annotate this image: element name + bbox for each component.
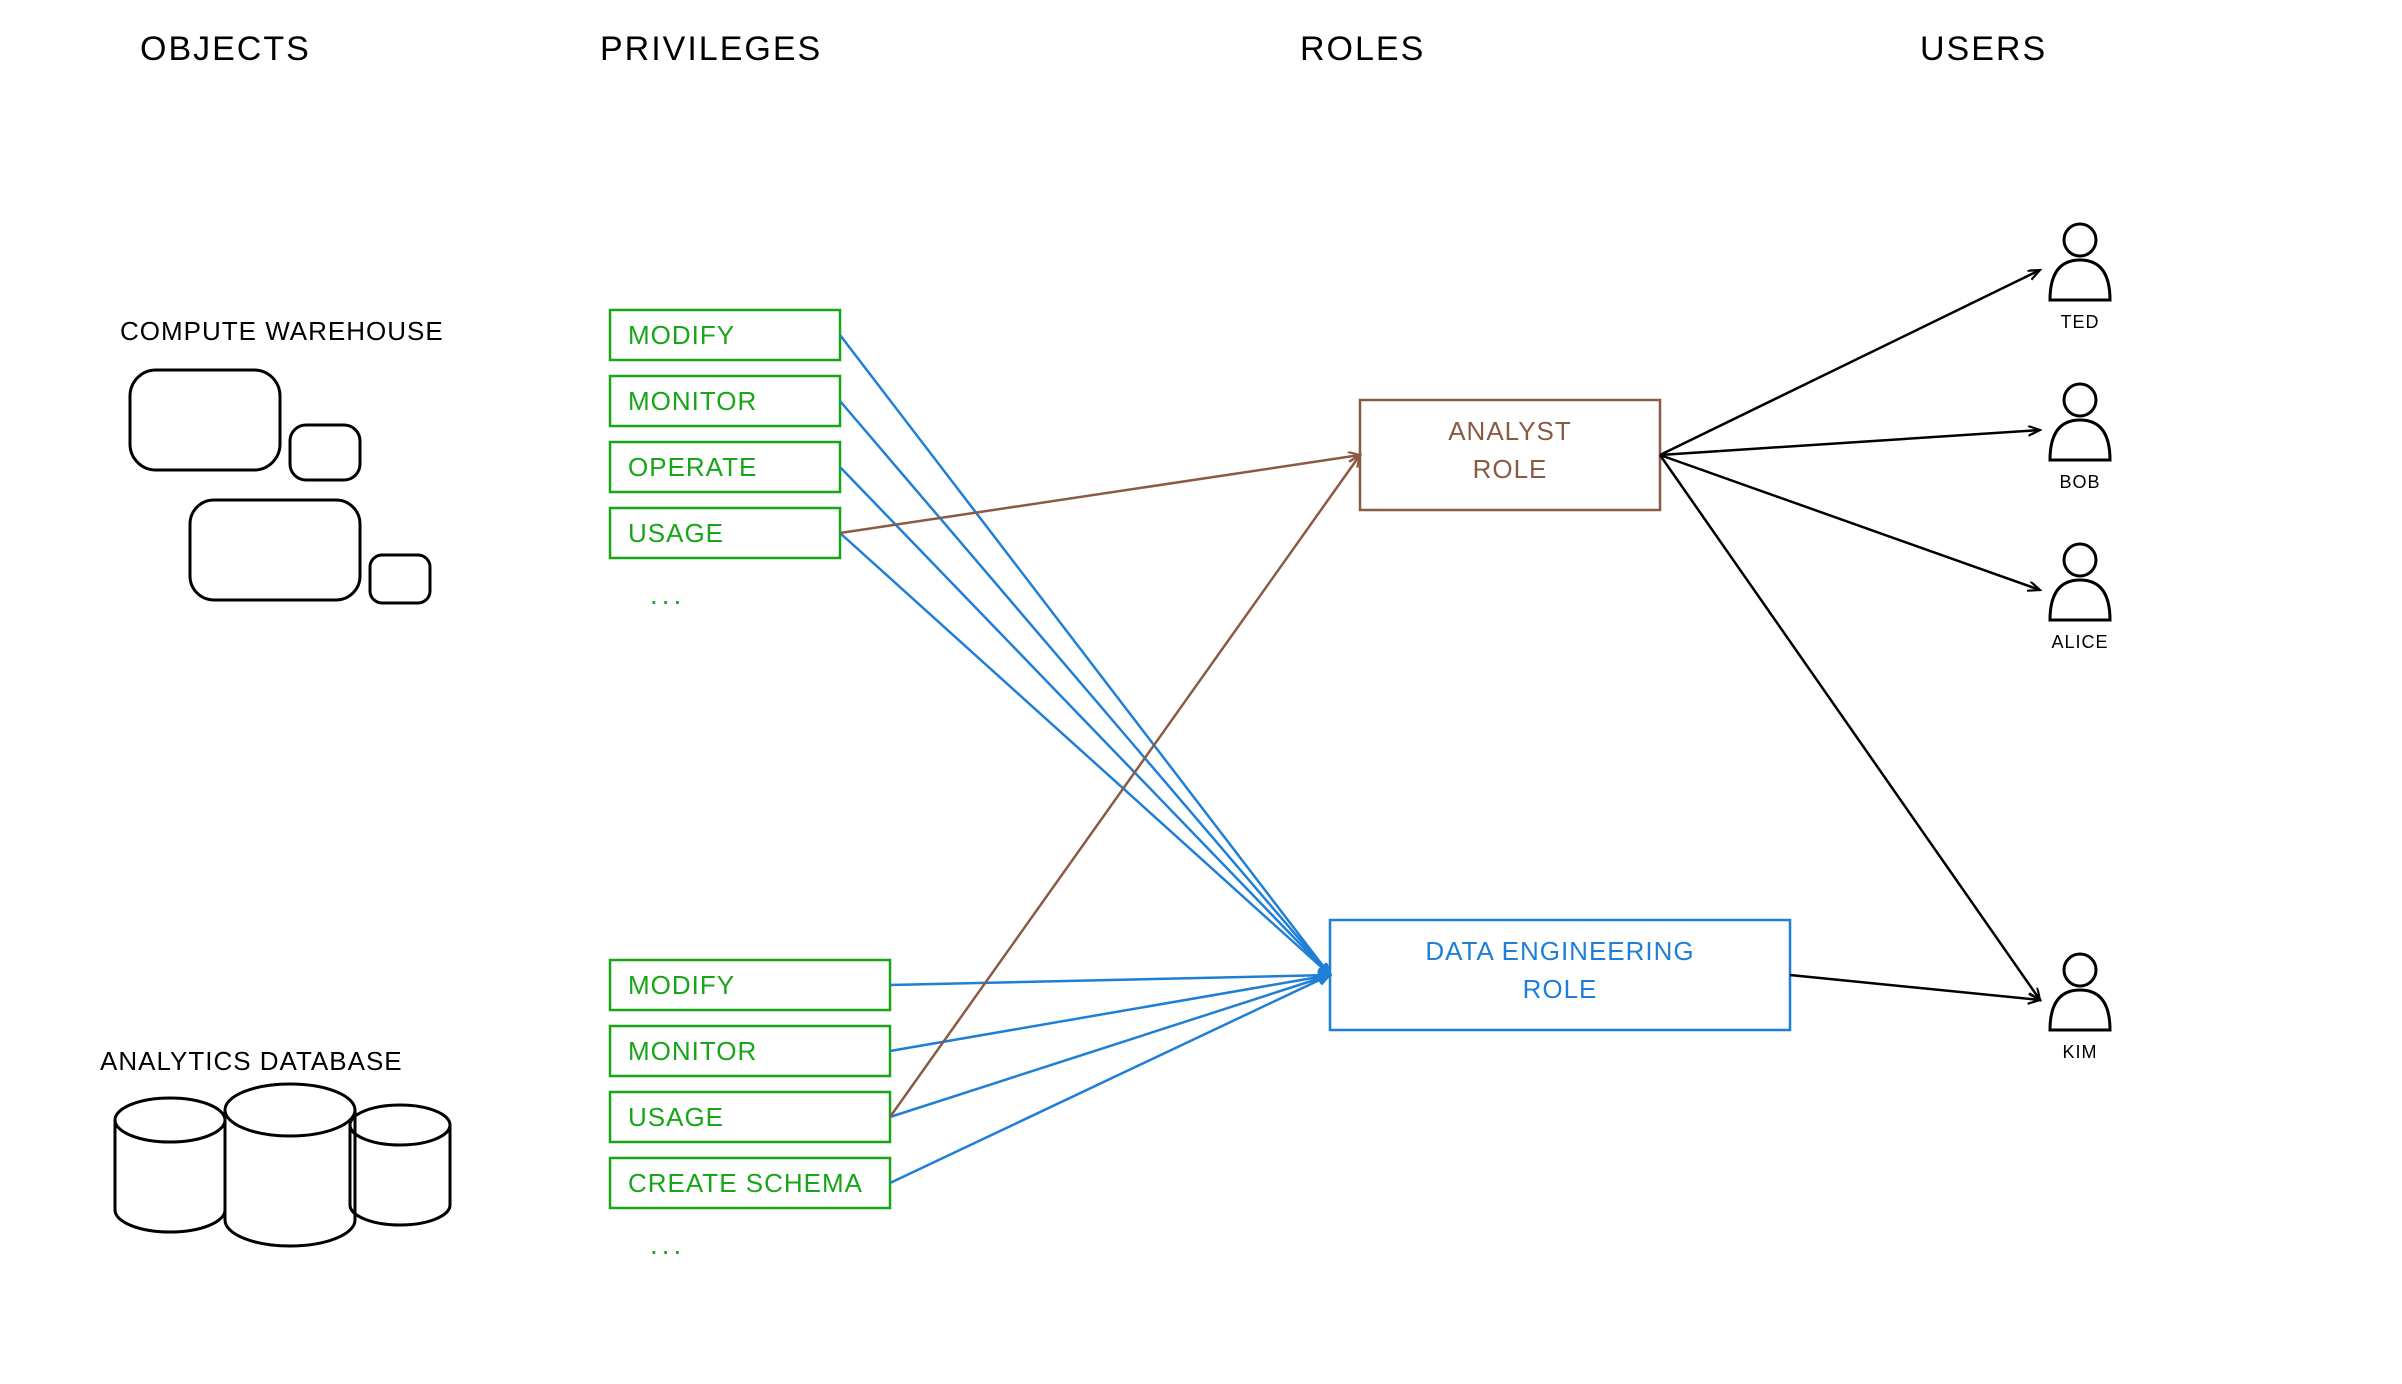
user-label: KIM	[2062, 1042, 2097, 1062]
database-icon	[115, 1084, 450, 1246]
object-label-analytics-database: ANALYTICS DATABASE	[100, 1046, 403, 1076]
privilege-label: MODIFY	[628, 970, 735, 1000]
privilege-wh-modify: MODIFY	[610, 310, 840, 360]
privilege-label: MONITOR	[628, 386, 757, 416]
column-header-roles: ROLES	[1300, 30, 1425, 68]
column-header-privileges: PRIVILEGES	[600, 30, 822, 68]
role-label: ROLE	[1473, 454, 1548, 484]
edges-layer	[840, 270, 2040, 1183]
role-label: ANALYST	[1448, 416, 1572, 446]
privilege-db-usage: USAGE	[610, 1092, 890, 1142]
edge	[1660, 270, 2040, 455]
edge	[890, 975, 1330, 1183]
column-header-users: USERS	[1920, 30, 2047, 68]
edge	[1660, 455, 2040, 1000]
privilege-label: MONITOR	[628, 1036, 757, 1066]
edge	[890, 455, 1360, 1117]
user-kim: KIM	[2050, 954, 2110, 1062]
column-header-objects: OBJECTS	[140, 30, 311, 68]
edge	[890, 975, 1330, 985]
privilege-db-create-schema: CREATE SCHEMA	[610, 1158, 890, 1208]
privilege-wh-operate: OPERATE	[610, 442, 840, 492]
role-label: DATA ENGINEERING	[1425, 936, 1694, 966]
user-label: BOB	[2059, 472, 2100, 492]
user-label: ALICE	[2051, 632, 2108, 652]
privilege-db-monitor: MONITOR	[610, 1026, 890, 1076]
edge	[840, 467, 1330, 975]
privilege-label: MODIFY	[628, 320, 735, 350]
user-label: TED	[2061, 312, 2100, 332]
edge	[890, 975, 1330, 1051]
analyst-role: ANALYST ROLE	[1360, 400, 1660, 510]
role-label: ROLE	[1523, 974, 1598, 1004]
edge	[1660, 430, 2040, 455]
privilege-label: USAGE	[628, 1102, 724, 1132]
edge	[840, 335, 1330, 975]
privilege-db-modify: MODIFY	[610, 960, 890, 1010]
privilege-wh-usage: USAGE	[610, 508, 840, 558]
user-ted: TED	[2050, 224, 2110, 332]
user-bob: BOB	[2050, 384, 2110, 492]
diagram-canvas: OBJECTS PRIVILEGES ROLES USERS COMPUTE WAREH…	[0, 0, 2402, 1384]
edge	[840, 401, 1330, 975]
object-label-compute-warehouse: COMPUTE WAREHOUSE	[120, 316, 444, 346]
data-engineering-role: DATA ENGINEERING ROLE	[1330, 920, 1790, 1030]
privilege-label: USAGE	[628, 518, 724, 548]
edge	[1790, 975, 2040, 1000]
user-alice: ALICE	[2050, 544, 2110, 652]
edge	[1660, 455, 2040, 590]
warehouse-icon	[130, 370, 430, 603]
privilege-wh-monitor: MONITOR	[610, 376, 840, 426]
privilege-ellipsis: ...	[650, 579, 685, 610]
privilege-label: CREATE SCHEMA	[628, 1168, 863, 1198]
privilege-ellipsis: ...	[650, 1229, 685, 1260]
privilege-label: OPERATE	[628, 452, 757, 482]
edge	[890, 975, 1330, 1117]
